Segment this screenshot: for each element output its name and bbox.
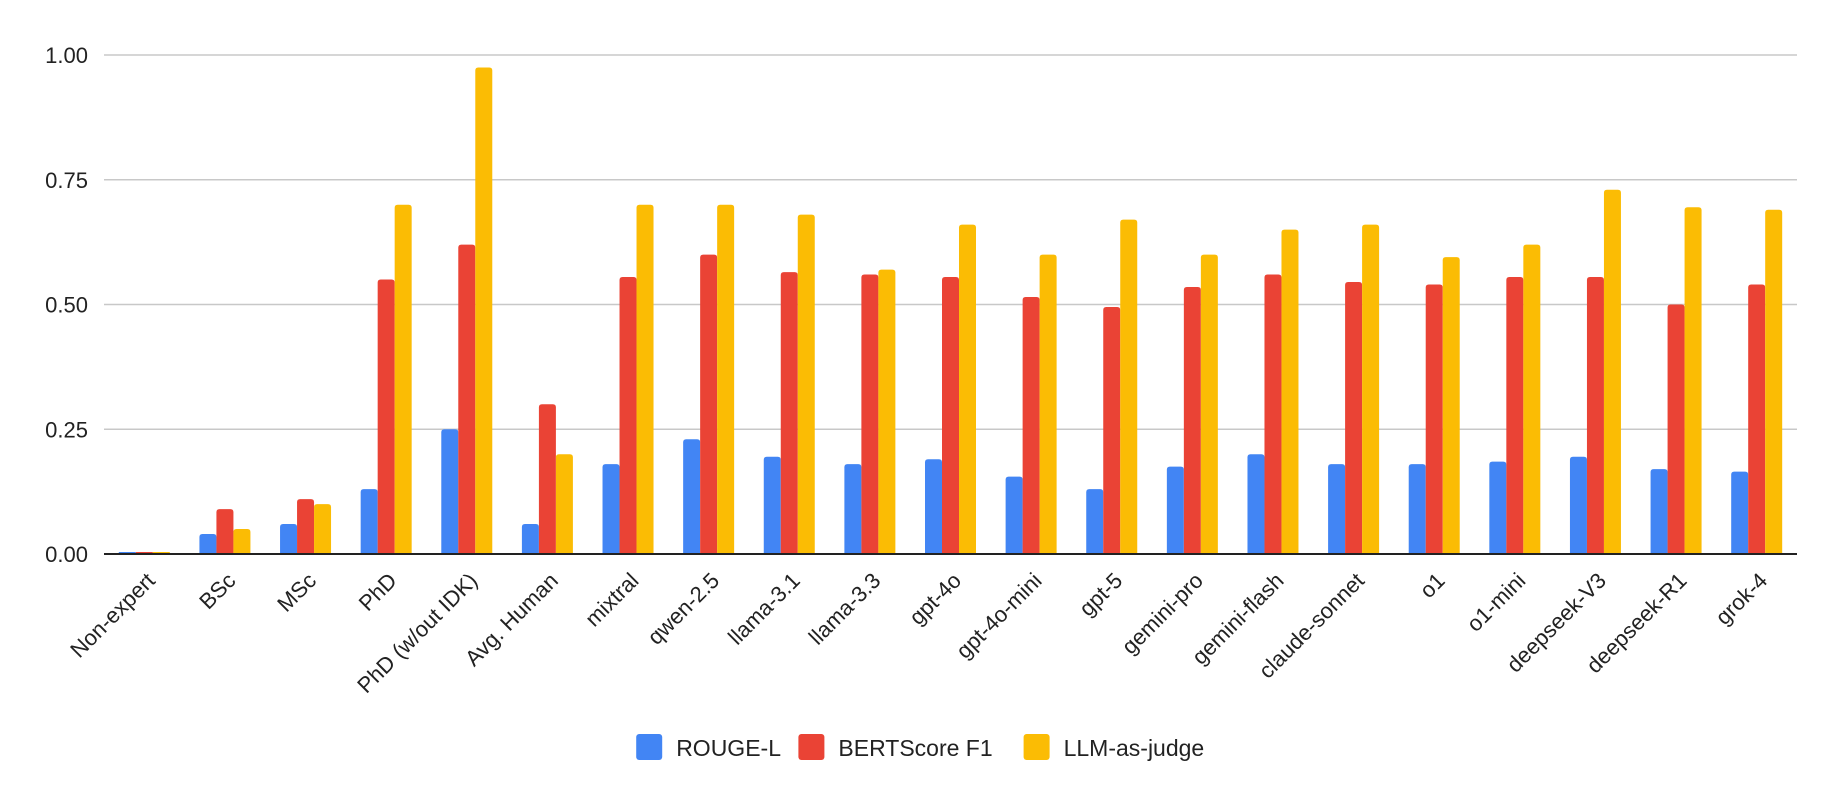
legend-swatch	[1023, 734, 1050, 760]
bar-bertscore-f1	[1022, 297, 1040, 554]
legend-item-bertscore-f1[interactable]: BERTScore F1	[798, 734, 993, 761]
bar-llm-as-judge	[1765, 209, 1783, 554]
bar-rouge-l	[360, 489, 378, 554]
x-tick-label: PhD	[354, 568, 402, 616]
legend-label: ROUGE-L	[676, 735, 781, 761]
bar-bertscore-f1	[861, 274, 879, 554]
legend-item-rouge-l[interactable]: ROUGE-L	[636, 734, 781, 761]
bar-llm-as-judge	[1684, 207, 1702, 554]
bar-llm-as-judge	[475, 67, 493, 554]
x-tick-label: o1-mini	[1462, 568, 1531, 637]
bar-bertscore-f1	[297, 499, 315, 554]
bar-rouge-l	[1166, 466, 1184, 554]
legend-label: BERTScore F1	[838, 735, 992, 761]
y-tick-label: 1.00	[45, 43, 88, 68]
bar-rouge-l	[683, 439, 701, 554]
bar-llm-as-judge	[1120, 219, 1138, 555]
bar-bertscore-f1	[538, 404, 556, 554]
bar-llm-as-judge	[1281, 229, 1299, 554]
y-tick-label: 0.25	[45, 417, 88, 442]
bar-rouge-l	[280, 524, 298, 554]
bar-bertscore-f1	[619, 277, 637, 554]
bar-rouge-l	[844, 464, 862, 554]
bar-rouge-l	[1328, 464, 1346, 554]
x-tick-label: qwen-2.5	[642, 568, 724, 650]
bars	[118, 67, 1783, 555]
bar-llm-as-judge	[797, 214, 815, 554]
x-tick-label: o1	[1415, 568, 1450, 603]
bar-rouge-l	[1408, 464, 1426, 554]
bar-llm-as-judge	[1039, 254, 1057, 554]
legend-swatch	[636, 734, 663, 760]
bar-rouge-l	[1247, 454, 1265, 554]
bar-llm-as-judge	[314, 504, 332, 554]
bar-bertscore-f1	[458, 244, 476, 554]
bar-bertscore-f1	[942, 277, 959, 554]
bar-rouge-l	[1650, 469, 1668, 554]
bar-llm-as-judge	[878, 269, 896, 554]
bar-llm-as-judge	[1603, 189, 1621, 555]
bar-rouge-l	[199, 534, 217, 554]
bar-bertscore-f1	[1345, 282, 1363, 554]
x-tick-label: gpt-4o-mini	[951, 568, 1046, 663]
bar-rouge-l	[1086, 489, 1104, 554]
bar-bertscore-f1	[1748, 284, 1766, 554]
legend-swatch	[798, 734, 825, 760]
bar-bertscore-f1	[700, 254, 718, 554]
bar-llm-as-judge	[1362, 224, 1380, 554]
bar-bertscore-f1	[1103, 306, 1121, 554]
bar-llm-as-judge	[233, 529, 251, 554]
legend-item-llm-as-judge[interactable]: LLM-as-judge	[1023, 734, 1205, 761]
bar-rouge-l	[441, 429, 459, 554]
bar-bertscore-f1	[780, 272, 798, 554]
bar-llm-as-judge	[959, 224, 976, 554]
bar-bertscore-f1	[216, 509, 234, 554]
y-tick-label: 0.50	[45, 293, 88, 318]
x-tick-label: llama-3.1	[723, 568, 805, 650]
bar-rouge-l	[925, 459, 942, 554]
x-tick-label: gpt-5	[1074, 568, 1127, 621]
bar-llm-as-judge	[636, 204, 654, 554]
bar-bertscore-f1	[1506, 277, 1524, 554]
x-tick-label: llama-3.3	[804, 568, 886, 650]
bar-rouge-l	[763, 456, 781, 554]
legend-label: LLM-as-judge	[1064, 735, 1205, 761]
bar-llm-as-judge	[1200, 254, 1218, 554]
bar-rouge-l	[1489, 461, 1507, 554]
y-tick-label: 0.00	[45, 542, 88, 567]
bar-llm-as-judge	[394, 204, 412, 554]
bar-bertscore-f1	[1667, 304, 1685, 554]
bar-llm-as-judge	[555, 454, 573, 554]
x-tick-label: mixtral	[580, 568, 643, 631]
x-tick-label: gpt-4o	[904, 568, 966, 630]
x-tick-label: Non-expert	[65, 568, 160, 663]
bar-rouge-l	[1569, 456, 1587, 554]
bar-bertscore-f1	[1586, 277, 1604, 554]
bar-llm-as-judge	[1442, 257, 1460, 554]
legend[interactable]: ROUGE-L BERTScore F1 LLM-as-judge	[636, 734, 1204, 761]
bar-bertscore-f1	[377, 279, 395, 554]
y-tick-label: 0.75	[45, 168, 88, 193]
bar-bertscore-f1	[1264, 274, 1282, 554]
x-tick-label: grok-4	[1710, 568, 1772, 630]
bar-bertscore-f1	[1183, 287, 1201, 554]
bar-rouge-l	[1731, 471, 1749, 554]
bar-llm-as-judge	[1523, 244, 1541, 554]
bar-rouge-l	[602, 464, 620, 554]
bar-bertscore-f1	[1425, 284, 1443, 554]
y-axis-ticks: 0.00 0.25 0.50 0.75 1.00	[45, 43, 88, 567]
bar-llm-as-judge	[717, 204, 735, 554]
bar-rouge-l	[521, 524, 539, 554]
bar-rouge-l	[1005, 476, 1023, 554]
x-tick-label: BSc	[194, 568, 240, 614]
x-tick-label: MSc	[272, 568, 321, 617]
